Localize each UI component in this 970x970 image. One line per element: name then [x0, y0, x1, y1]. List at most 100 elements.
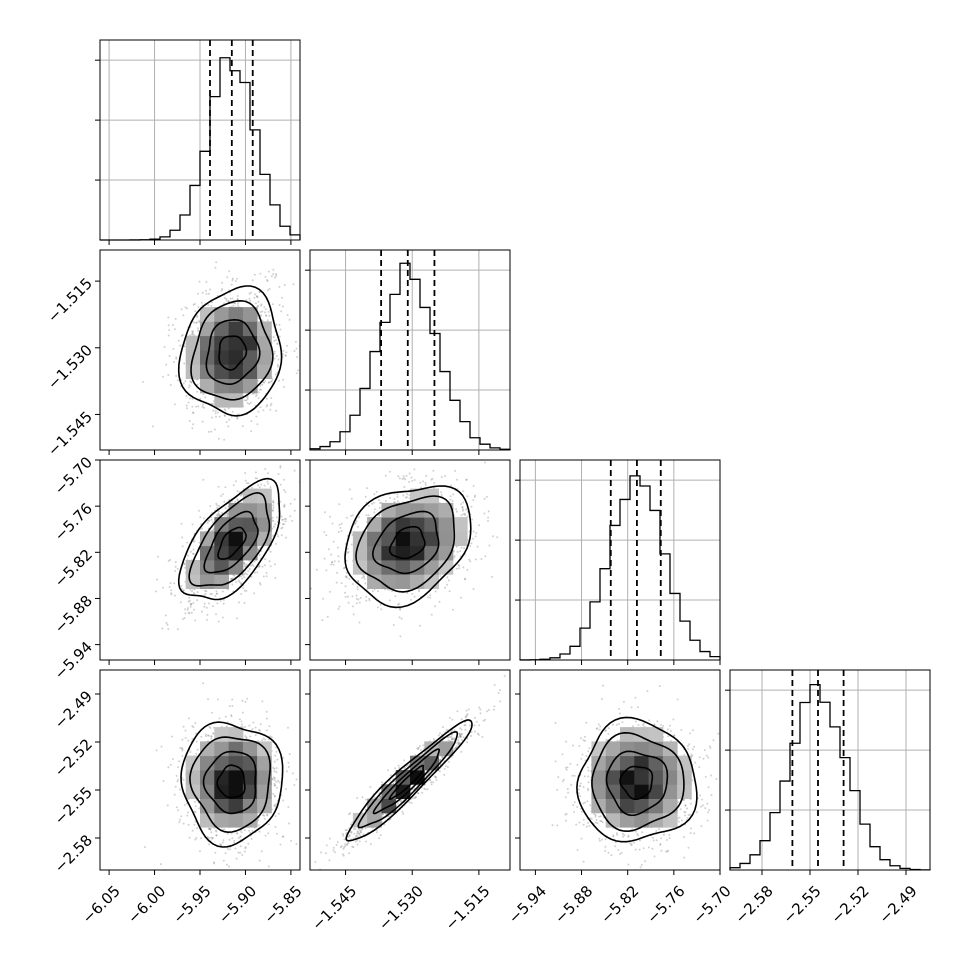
- sample-point: [223, 414, 226, 417]
- density-cell: [242, 741, 258, 757]
- sample-point: [455, 567, 458, 570]
- sample-point: [272, 336, 275, 339]
- contour-level-4: [177, 285, 283, 417]
- sample-point: [214, 412, 217, 415]
- density-cell: [200, 574, 215, 589]
- sample-point: [481, 453, 483, 455]
- sample-point: [220, 289, 223, 292]
- sample-point: [258, 554, 261, 556]
- sample-point: [684, 814, 686, 817]
- sample-point: [392, 624, 395, 626]
- density-cell: [214, 574, 229, 589]
- sample-point: [273, 563, 276, 566]
- hist-frame: [519, 459, 721, 661]
- sample-point: [222, 859, 225, 862]
- sample-point: [362, 574, 365, 577]
- sample-point: [191, 331, 194, 334]
- sample-point: [255, 295, 258, 298]
- density-cell: [214, 335, 229, 351]
- sample-point: [486, 710, 488, 713]
- sample-point: [339, 846, 342, 849]
- sample-point: [253, 273, 256, 276]
- sample-point: [338, 503, 341, 506]
- sample-point: [282, 835, 284, 838]
- sample-point: [600, 820, 603, 823]
- sample-point: [328, 837, 331, 840]
- sample-point: [188, 612, 191, 615]
- sample-point: [354, 828, 357, 831]
- sample-point: [275, 780, 278, 783]
- sample-point: [341, 853, 344, 856]
- sample-point: [268, 560, 271, 563]
- sample-point: [460, 503, 463, 506]
- sample-point: [363, 577, 366, 580]
- sample-point: [210, 831, 213, 834]
- sample-point: [232, 304, 235, 307]
- sample-point: [241, 577, 243, 580]
- sample-point: [207, 430, 210, 433]
- sample-point: [163, 345, 166, 348]
- sample-point: [210, 518, 213, 521]
- sample-point: [462, 501, 465, 504]
- sample-point: [265, 314, 267, 317]
- sample-point: [231, 698, 234, 701]
- sample-point: [483, 512, 486, 515]
- sample-point: [459, 736, 462, 739]
- sample-point: [203, 406, 206, 409]
- sample-point: [399, 799, 402, 802]
- sample-point: [180, 334, 183, 337]
- sample-point: [456, 745, 459, 748]
- sample-point: [192, 592, 195, 594]
- sample-point: [190, 381, 193, 384]
- contour-level-2: [202, 750, 257, 815]
- sample-point: [189, 751, 192, 753]
- sample-point: [337, 530, 340, 533]
- sample-point: [646, 690, 649, 693]
- sample-point: [297, 369, 299, 372]
- sample-point: [188, 836, 191, 839]
- sample-point: [356, 839, 359, 842]
- sample-point: [684, 804, 687, 807]
- sample-point: [359, 831, 362, 834]
- sample-point: [277, 364, 279, 366]
- sample-point: [346, 842, 349, 845]
- sample-point: [308, 886, 310, 888]
- sample-point: [655, 829, 658, 832]
- sample-point: [343, 838, 346, 841]
- sample-point: [212, 529, 215, 532]
- sample-point: [211, 836, 214, 839]
- sample-point: [195, 752, 198, 755]
- sample-point: [181, 618, 184, 620]
- sample-point: [251, 486, 254, 489]
- sample-point: [195, 732, 198, 735]
- sample-point: [191, 552, 194, 555]
- sample-point: [276, 343, 279, 345]
- sample-point: [176, 379, 179, 382]
- sample-point: [197, 405, 200, 408]
- density-cell: [452, 531, 468, 547]
- sample-point: [201, 610, 203, 613]
- sample-point: [168, 329, 171, 331]
- sample-point: [715, 777, 718, 780]
- sample-point: [335, 843, 338, 846]
- sample-point: [401, 478, 404, 480]
- sample-point: [473, 724, 476, 727]
- sample-point: [660, 849, 663, 852]
- sample-point: [463, 512, 466, 515]
- sample-point: [273, 350, 276, 353]
- sample-point: [256, 423, 259, 426]
- sample-point: [446, 576, 449, 579]
- sample-point: [254, 571, 257, 574]
- sample-point: [293, 469, 296, 472]
- sample-point: [347, 836, 350, 838]
- sample-point: [310, 587, 313, 590]
- sample-point: [284, 490, 287, 493]
- sample-point: [554, 760, 557, 763]
- sample-point: [434, 776, 437, 778]
- sample-point: [277, 779, 280, 782]
- sample-point: [266, 404, 269, 407]
- sample-point: [379, 796, 382, 798]
- sample-point: [348, 488, 351, 491]
- sample-point: [172, 360, 175, 363]
- sample-point: [484, 461, 487, 464]
